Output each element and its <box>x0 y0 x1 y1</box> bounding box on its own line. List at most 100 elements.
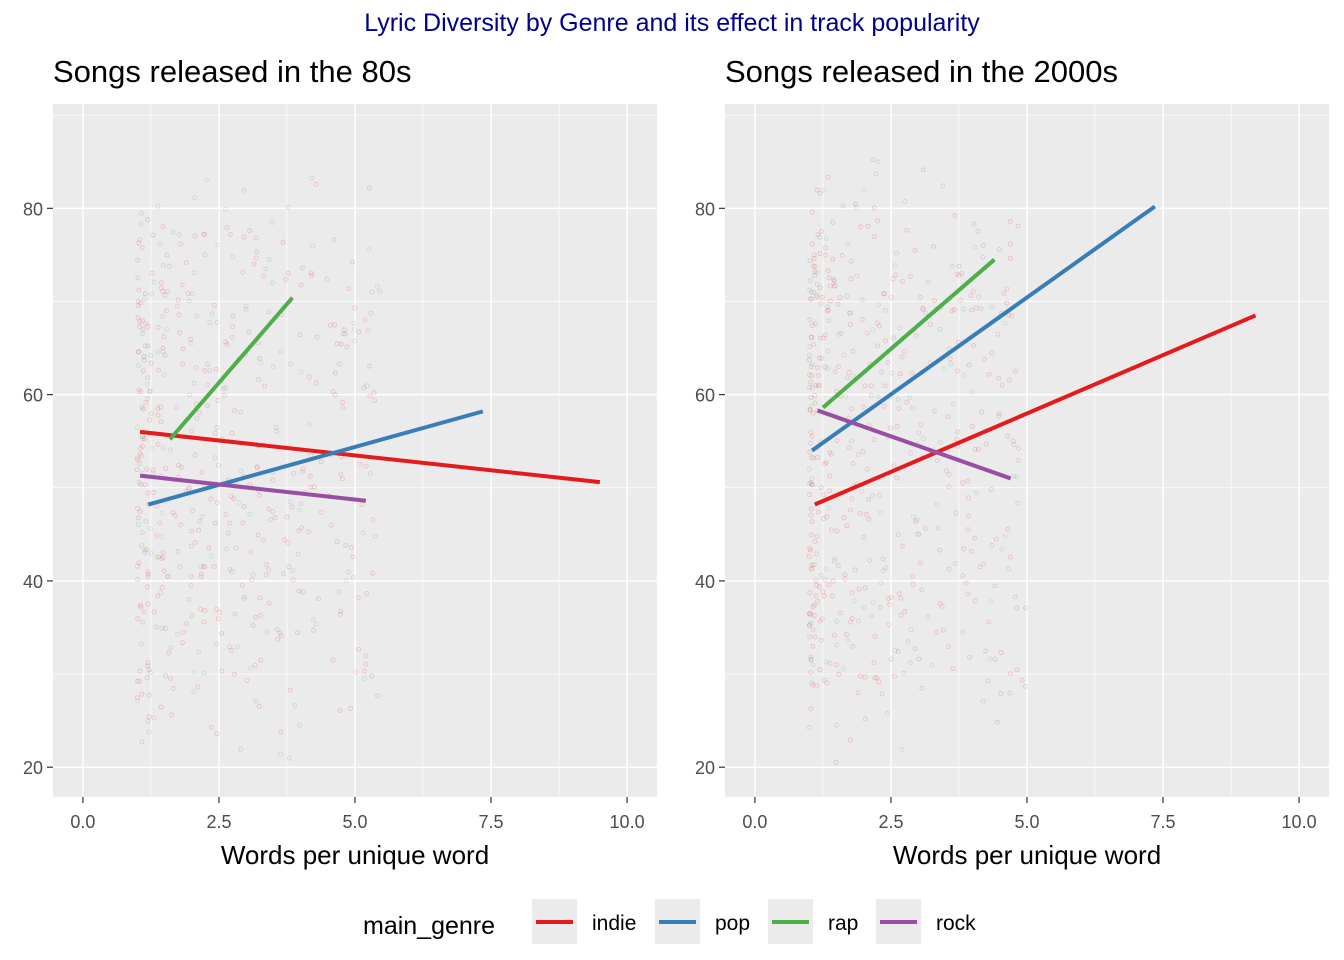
y-tick-label: 80 <box>695 199 715 219</box>
scatter-point <box>211 564 217 569</box>
x-tick-label: 7.5 <box>479 812 504 832</box>
scatter-point <box>142 343 148 349</box>
scatter-point <box>806 372 812 378</box>
scatter-point <box>877 604 883 610</box>
scatter-point <box>300 589 306 595</box>
scatter-point <box>277 630 283 636</box>
scatter-point <box>834 438 840 444</box>
scatter-point <box>897 371 903 377</box>
scatter-point <box>254 464 260 470</box>
scatter-point <box>807 590 813 595</box>
scatter-point <box>202 231 208 237</box>
scatter-point <box>970 288 976 294</box>
scatter-point <box>243 306 249 312</box>
legend-item-pop: pop <box>655 899 750 944</box>
scatter-point <box>920 306 926 312</box>
scatter-point <box>155 349 161 355</box>
scatter-point <box>164 308 169 314</box>
scatter-point <box>956 263 962 269</box>
scatter-point <box>817 618 823 624</box>
scatter-point <box>1007 690 1013 696</box>
scatter-point <box>363 661 369 667</box>
scatter-point <box>807 610 813 616</box>
scatter-point <box>155 406 161 412</box>
scatter-point <box>827 283 833 289</box>
scatter-point <box>809 562 815 568</box>
scatter-point <box>875 343 880 349</box>
scatter-point <box>147 670 153 675</box>
scatter-point <box>918 422 924 428</box>
scatter-point <box>827 660 833 666</box>
scatter-point <box>158 285 164 291</box>
scatter-point <box>146 714 152 720</box>
scatter-point <box>835 301 841 307</box>
scatter-point <box>814 683 820 689</box>
scatter-point <box>917 294 923 300</box>
scatter-point <box>808 364 814 370</box>
scatter-point <box>278 349 284 355</box>
scatter-point <box>192 233 198 239</box>
scatter-point <box>904 399 910 405</box>
scatter-point <box>139 434 145 440</box>
scatter-point <box>874 675 880 681</box>
scatter-point <box>808 657 814 663</box>
scatter-point <box>819 616 825 622</box>
scatter-point <box>194 415 200 421</box>
scatter-point <box>809 323 815 328</box>
scatter-point <box>287 687 293 693</box>
scatter-point <box>257 595 263 601</box>
scatter-point <box>845 637 851 643</box>
scatter-point <box>847 322 853 327</box>
scatter-point <box>205 382 211 388</box>
scatter-point <box>815 509 821 515</box>
scatter-point <box>963 580 969 586</box>
scatter-point <box>238 409 244 415</box>
scatter-point <box>875 394 881 400</box>
scatter-point <box>845 242 850 248</box>
scatter-point <box>253 249 259 255</box>
x-tick-label: 5.0 <box>342 812 367 832</box>
scatter-point <box>223 339 229 345</box>
scatter-point <box>285 270 291 276</box>
scatter-point <box>971 221 977 227</box>
scatter-point <box>854 205 859 210</box>
scatter-point <box>890 276 896 282</box>
scatter-point <box>134 506 140 512</box>
scatter-point <box>934 458 940 464</box>
scatter-point <box>285 540 291 546</box>
scatter-point <box>160 348 166 354</box>
scatter-point <box>148 360 154 366</box>
scatter-point <box>844 523 850 529</box>
scatter-point <box>825 268 831 274</box>
scatter-point <box>910 405 916 411</box>
scatter-point <box>238 746 244 752</box>
scatter-point <box>834 642 840 648</box>
scatter-point <box>881 291 887 297</box>
scatter-point <box>204 403 210 408</box>
scatter-point <box>189 613 195 619</box>
scatter-point <box>919 685 925 691</box>
legend-item-indie: indie <box>532 899 636 944</box>
scatter-point <box>160 445 166 451</box>
scatter-point <box>859 488 865 494</box>
scatter-point <box>155 324 161 330</box>
scatter-point <box>199 574 204 580</box>
scatter-point <box>813 577 819 583</box>
scatter-point <box>856 452 861 458</box>
scatter-point <box>328 522 334 528</box>
scatter-point <box>173 405 179 411</box>
scatter-point <box>931 243 936 249</box>
scatter-point <box>901 670 907 676</box>
scatter-point <box>838 330 844 336</box>
scatter-point <box>332 322 338 328</box>
scatter-point <box>829 593 835 599</box>
scatter-point <box>1002 533 1008 539</box>
scatter-point <box>285 204 291 210</box>
scatter-point <box>808 612 814 618</box>
scatter-point <box>846 445 852 451</box>
scatter-point <box>162 292 168 298</box>
scatter-point <box>810 662 816 668</box>
scatter-point <box>821 516 827 522</box>
scatter-point <box>308 270 314 276</box>
scatter-point <box>140 434 146 439</box>
